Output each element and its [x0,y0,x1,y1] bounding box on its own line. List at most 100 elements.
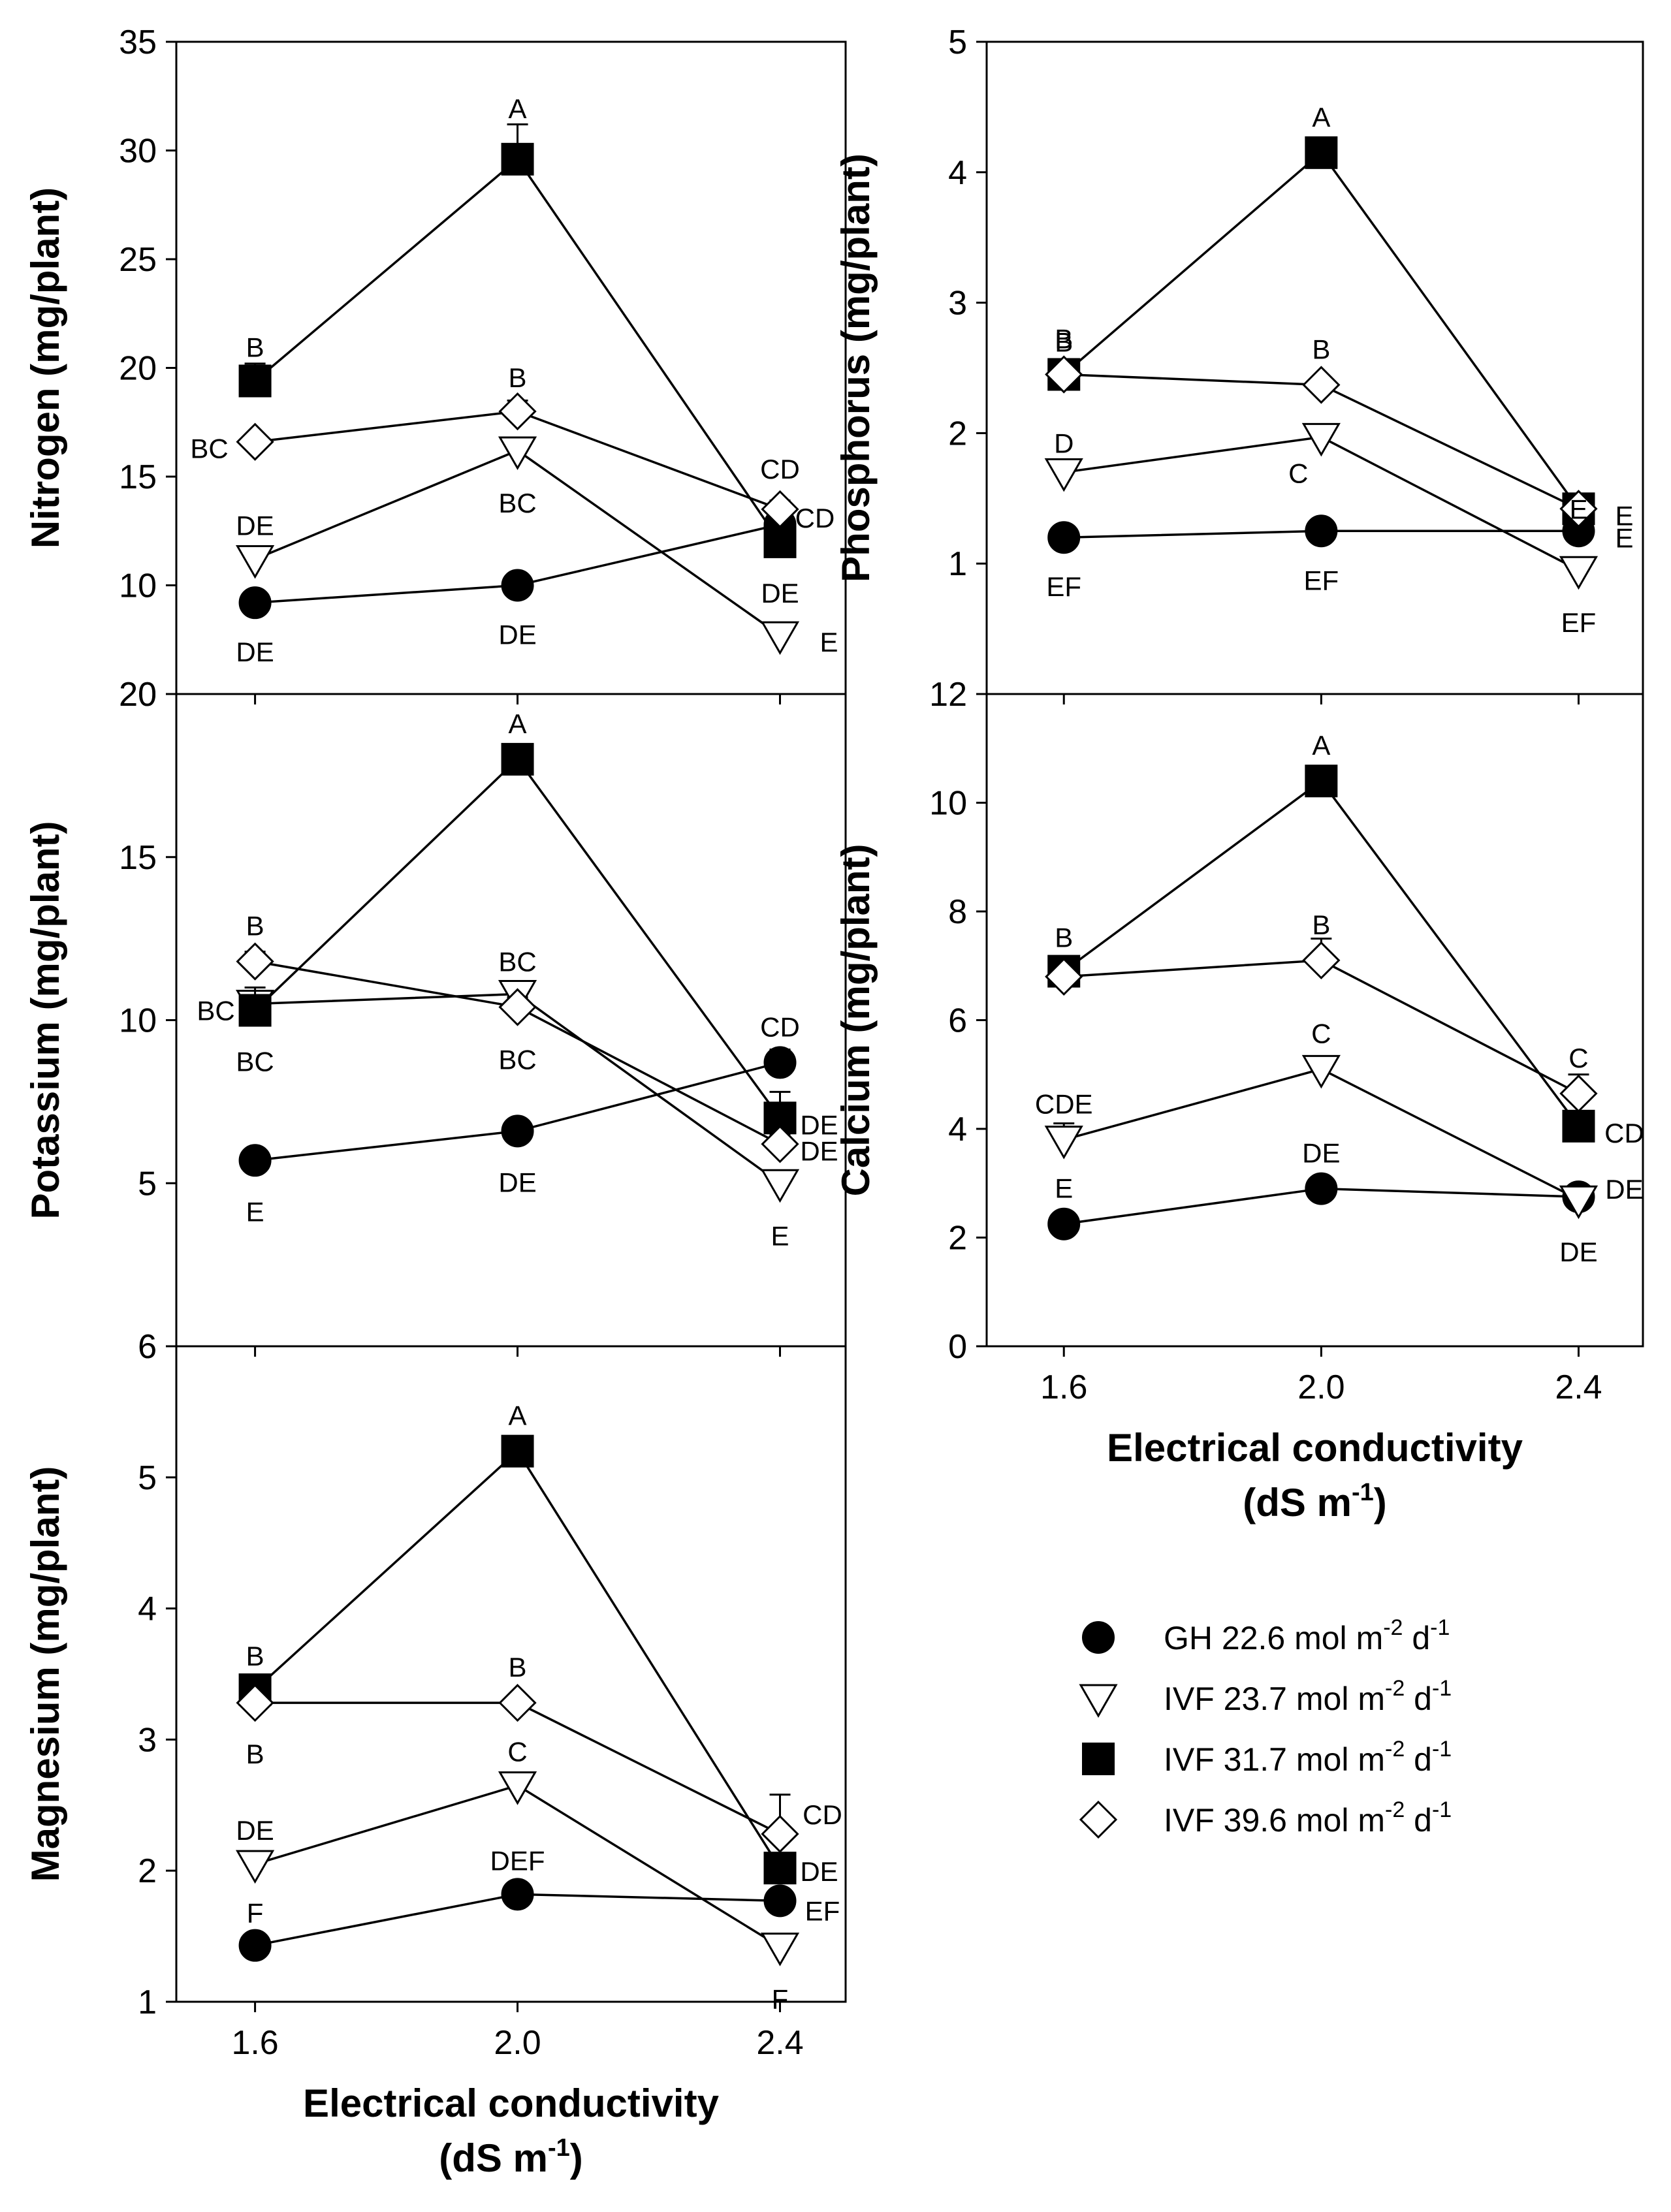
data-point-triangle-down-open [235,545,275,579]
y-tick-label-bottom: 6 [138,1328,157,1366]
y-tick-label: 1 [948,545,967,583]
significance-letter: DE [236,1815,274,1846]
significance-letter: B [1055,323,1073,354]
panel-nitrogen: 10 15 20 25 30 35 20 Nitrogen (mg/plant) DE DE DE B… [24,24,847,714]
data-point-diamond-open [236,1684,274,1722]
legend-marker-triangle-down-open [1079,1684,1118,1718]
data-point-square-filled [238,994,272,1027]
significance-letter: B [1312,909,1330,940]
data-point-triangle-down-open [1044,458,1083,492]
significance-letter: EF [1561,607,1597,638]
y-axis-title: Nitrogen (mg/plant) [24,187,67,548]
data-point-diamond-open [1559,490,1598,528]
data-point-diamond-open [761,1125,799,1163]
data-point-diamond-open [1045,355,1083,394]
significance-letter: A [509,93,527,124]
series-diamond-open [236,1684,799,1854]
significance-letter: E [1055,1173,1073,1204]
significance-letter: CDE [1035,1089,1093,1120]
significance-letter: EF [805,1895,840,1926]
significance-letter-extra: CD [795,503,835,533]
data-point-diamond-open [498,1684,537,1722]
data-point-diamond-open [1302,941,1341,980]
y-tick-label: 0 [948,1328,967,1366]
y-tick-label: 4 [948,154,967,192]
legend-entry: IVF 23.7 mol m-2 d-1 [1079,1676,1452,1718]
data-point-square-filled [1562,1109,1595,1143]
y-axis-title: Potassium (mg/plant) [24,821,67,1219]
series-square-filled [238,123,797,558]
y-tick-label: 8 [948,893,967,931]
x-axis-calcium: 1.6 2.0 2.4 Electrical conductivity (dS m-1) [1040,1368,1602,1525]
significance-letter: E [820,627,838,657]
legend-marker-square-filled [1082,1743,1115,1775]
significance-letter: BC [190,434,228,464]
data-point-circle-filled [238,1144,272,1177]
significance-letter: EF [1304,565,1339,595]
y-axis-title: Magnesium (mg/plant) [24,1466,67,1882]
significance-letter: E [1615,522,1633,553]
legend-entry: IVF 39.6 mol m-2 d-1 [1079,1797,1452,1839]
x-tick-label: 2.0 [1297,1368,1345,1406]
data-point-circle-filled [1047,1207,1081,1240]
significance-letter: A [1312,102,1330,133]
significance-letter: B [246,1641,264,1671]
x-tick-label: 1.6 [231,2024,278,2062]
series-square-filled [1047,136,1595,526]
significance-letter: BC [498,947,536,977]
series-triangle-down-open [1044,422,1599,590]
series-triangle-down-open [1044,1054,1599,1220]
legend-marker-circle-filled [1082,1621,1115,1654]
significance-letter: C [507,1737,527,1767]
significance-letter: DE [800,1856,838,1887]
significance-letter: D [1054,428,1074,458]
significance-letter: DE [498,1167,536,1197]
significance-letter: CD [760,1011,800,1042]
data-point-diamond-open [498,392,537,431]
significance-letter: B [1055,923,1073,953]
data-point-diamond-open [761,490,799,529]
y-tick-label: 1 [138,1983,157,2021]
data-point-circle-filled [763,1046,797,1079]
y-tick-label: 15 [119,839,157,877]
plot-frame [175,693,847,1348]
significance-letter: BC [197,996,234,1026]
significance-letter: B [1312,334,1330,364]
x-axis-units: (dS m-1) [439,2134,582,2180]
series-circle-filled [238,1878,797,1962]
y-tick-label: 2 [138,1852,157,1890]
x-axis-units: (dS m-1) [1243,1479,1386,1525]
legend-marker-diamond-open [1079,1800,1118,1839]
significance-letter: B [246,1739,264,1769]
x-tick-label: 2.4 [1555,1368,1602,1406]
data-point-square-filled [501,1434,534,1468]
significance-letter: DE [1559,1237,1597,1267]
series-diamond-open [1045,938,1598,1113]
data-point-triangle-down-open [1301,422,1341,457]
significance-letter: B [509,362,527,393]
series-line [1063,435,1580,571]
data-point-circle-filled [501,1114,534,1148]
data-point-diamond-open [1045,957,1083,996]
series-triangle-down-open [235,1771,800,1967]
significance-letter: C [1288,458,1308,488]
significance-letter: F [772,1984,789,2015]
y-tick-label: 4 [948,1111,967,1148]
legend-entry: IVF 31.7 mol m-2 d-1 [1082,1737,1452,1778]
y-tick-label-bottom: 20 [119,676,157,714]
data-point-square-filled [763,1852,797,1885]
series-diamond-open [236,392,799,529]
significance-letter: E [771,1220,789,1251]
data-point-triangle-down-open [1559,1185,1599,1220]
series-circle-filled [238,1046,797,1177]
significance-letter: DE [761,578,799,608]
series-line [255,1701,781,1835]
y-tick-label: 10 [929,785,967,823]
data-point-diamond-open [236,422,274,461]
legend-label: IVF 23.7 mol m-2 d-1 [1164,1676,1452,1717]
data-point-triangle-down-open [235,1850,275,1884]
significance-letter: CD [803,1799,842,1830]
